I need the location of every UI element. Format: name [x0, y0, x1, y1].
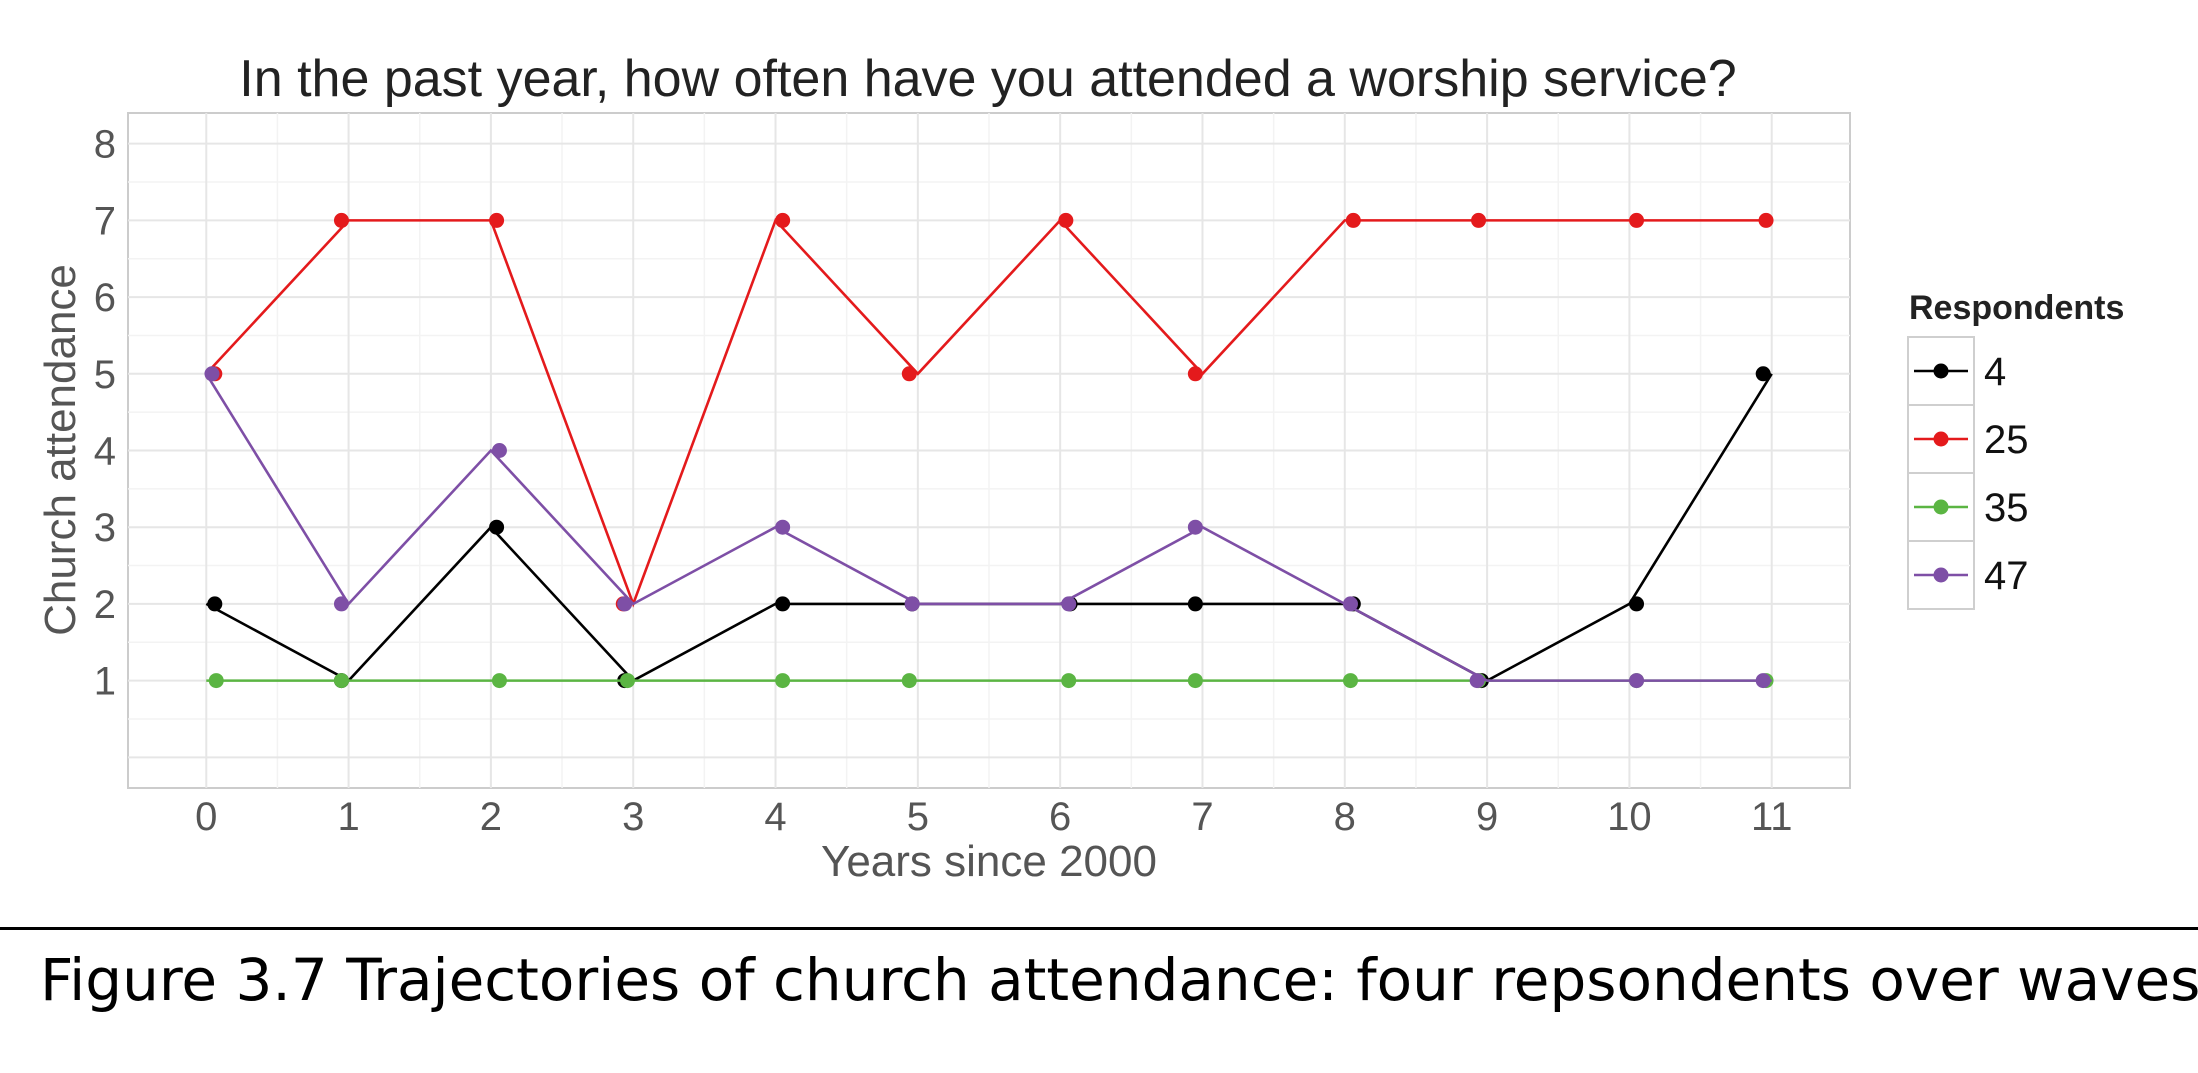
legend-entry-label: 35 — [1984, 486, 2029, 530]
data-point — [333, 212, 349, 228]
data-point — [1755, 366, 1771, 382]
data-point — [204, 366, 220, 382]
x-tick-label: 8 — [1334, 795, 1356, 839]
x-tick-label: 3 — [622, 795, 644, 839]
data-point — [1061, 596, 1077, 612]
data-point — [775, 519, 791, 535]
y-axis-label: Church attendance — [36, 264, 85, 636]
data-point — [1758, 212, 1774, 228]
x-tick-label: 1 — [337, 795, 359, 839]
x-tick-label: 5 — [907, 795, 929, 839]
legend: Respondents 4 25 35 47 — [1907, 289, 2124, 610]
series-line — [205, 217, 1772, 608]
y-tick-label: 6 — [94, 276, 116, 320]
legend-key-point — [1933, 363, 1949, 379]
legend-entry-label: 4 — [1984, 350, 2006, 394]
data-point — [904, 596, 920, 612]
data-point — [775, 673, 791, 689]
series-25 — [205, 212, 1774, 612]
data-point — [1755, 673, 1771, 689]
data-point — [617, 596, 633, 612]
x-tick-label: 11 — [1751, 795, 1793, 839]
data-point — [1629, 212, 1645, 228]
series-line — [205, 373, 1772, 682]
data-point — [1342, 596, 1358, 612]
data-point — [1629, 673, 1645, 689]
y-tick-label: 7 — [94, 199, 116, 243]
data-point — [620, 673, 636, 689]
y-axis-ticks: 1 2 3 4 5 6 7 8 — [94, 123, 116, 704]
legend-entry-label: 47 — [1984, 554, 2029, 598]
data-point — [1187, 596, 1203, 612]
data-point — [489, 519, 505, 535]
legend-key-point — [1933, 567, 1949, 583]
legend-key-point — [1933, 499, 1949, 515]
x-tick-label: 2 — [480, 795, 502, 839]
caption-divider — [0, 927, 2198, 930]
x-tick-label: 6 — [1049, 795, 1071, 839]
y-tick-label: 3 — [94, 506, 116, 550]
data-point — [1629, 596, 1645, 612]
data-point — [208, 673, 224, 689]
data-point — [1187, 673, 1203, 689]
line-chart: In the past year, how often have you att… — [36, 50, 2124, 886]
data-point — [1058, 212, 1074, 228]
data-point — [1187, 366, 1203, 382]
x-tick-label: 7 — [1191, 795, 1213, 839]
data-point — [901, 366, 917, 382]
data-point — [775, 596, 791, 612]
y-tick-label: 4 — [94, 430, 116, 474]
data-point — [1187, 519, 1203, 535]
chart-title: In the past year, how often have you att… — [239, 50, 1736, 108]
series-layer — [204, 212, 1774, 689]
y-tick-label: 5 — [94, 353, 116, 397]
y-tick-label: 8 — [94, 123, 116, 167]
data-point — [491, 673, 507, 689]
data-point — [1061, 673, 1077, 689]
data-point — [1342, 673, 1358, 689]
y-tick-label: 1 — [94, 660, 116, 704]
data-point — [901, 673, 917, 689]
legend-key-point — [1933, 431, 1949, 447]
data-point — [207, 596, 223, 612]
data-point — [1469, 673, 1485, 689]
data-point — [333, 596, 349, 612]
data-point — [1471, 212, 1487, 228]
x-tick-label: 4 — [764, 795, 786, 839]
figure-caption: Figure 3.7 Trajectories of church attend… — [40, 946, 2198, 1014]
x-tick-label: 0 — [195, 795, 217, 839]
data-point — [491, 443, 507, 458]
x-axis-ticks: 0 1 2 3 4 5 6 7 8 9 10 11 — [195, 795, 1792, 839]
data-point — [1345, 212, 1361, 228]
data-point — [775, 212, 791, 228]
x-tick-label: 9 — [1476, 795, 1498, 839]
series-47 — [204, 366, 1772, 689]
x-axis-label: Years since 2000 — [821, 837, 1157, 886]
data-point — [489, 212, 505, 228]
legend-title: Respondents — [1909, 289, 2124, 327]
data-point — [333, 673, 349, 689]
x-tick-label: 10 — [1607, 795, 1652, 839]
y-tick-label: 2 — [94, 583, 116, 627]
legend-entry-label: 25 — [1984, 418, 2029, 462]
